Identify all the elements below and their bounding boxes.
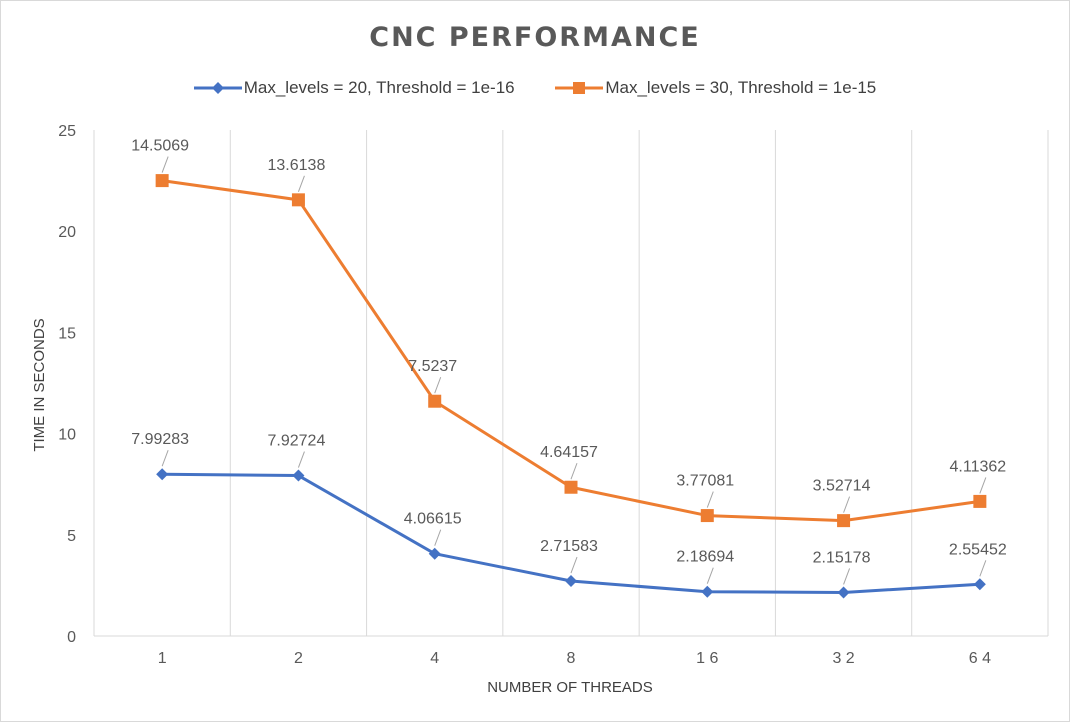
label-leader-line (979, 477, 987, 494)
legend-entry-series-2[interactable]: Max_levels = 30, Threshold = 1e-15 (555, 78, 876, 98)
data-point-series-1[interactable] (837, 586, 850, 599)
legend-label-series-2: Max_levels = 30, Threshold = 1e-15 (605, 78, 877, 97)
legend-label-series-1: Max_levels = 20, Threshold = 1e-16 (243, 78, 515, 97)
x-tick-label: 4 (430, 650, 439, 667)
data-point-series-2[interactable] (564, 480, 578, 494)
legend: Max_levels = 20, Threshold = 1e-16 Max_l… (0, 78, 1070, 100)
data-point-series-2[interactable] (837, 514, 851, 528)
x-tick-label: 1 (158, 650, 167, 667)
y-tick-label: 25 (58, 123, 76, 140)
label-leader-line (434, 377, 442, 394)
label-leader-line (706, 567, 714, 584)
data-label-series-2: 13.6138 (268, 157, 326, 174)
data-point-series-2[interactable] (428, 394, 442, 408)
data-label-series-1: 4.06615 (404, 511, 462, 528)
data-point-series-1[interactable] (973, 578, 986, 591)
y-tick-label: 5 (67, 528, 76, 545)
label-leader-line (843, 568, 851, 585)
data-label-series-1: 7.99283 (131, 431, 189, 448)
label-leader-line (843, 496, 851, 513)
legend-entry-series-1[interactable]: Max_levels = 20, Threshold = 1e-16 (193, 78, 515, 98)
data-label-series-1: 2.18694 (676, 549, 734, 566)
data-point-series-1[interactable] (565, 575, 577, 588)
legend-marker-square-icon (555, 82, 604, 94)
label-leader-line (706, 491, 714, 508)
data-label-series-2: 7.5237 (408, 358, 457, 375)
data-labels: 7.99283 7.92724 4.06615 2.71583 2.18694 2.151… (131, 138, 1007, 585)
data-point-series-1[interactable] (156, 468, 169, 481)
y-tick-label: 0 (67, 629, 76, 646)
y-tick-label: 20 (58, 224, 76, 241)
x-tick-label: 2 (294, 650, 303, 667)
data-label-series-1: 2.55452 (949, 541, 1007, 558)
data-label-series-2: 3.77081 (676, 473, 734, 490)
series-layer (155, 174, 987, 599)
data-label-series-2: 14.5069 (131, 138, 189, 155)
label-leader-line (979, 560, 987, 577)
label-leader-line (297, 175, 305, 193)
y-axis-title: TIME IN SECONDS (31, 318, 48, 451)
label-leader-line (570, 463, 578, 480)
x-axis-ticks: 1 2 4 8 1 6 3 2 6 4 (158, 650, 991, 667)
data-point-series-2[interactable] (973, 494, 987, 508)
data-point-series-2[interactable] (700, 509, 714, 523)
data-label-series-1: 2.15178 (813, 549, 871, 566)
gridlines (93, 130, 1049, 637)
legend-marker-diamond-icon (193, 82, 242, 94)
label-leader-line (161, 156, 169, 173)
label-leader-line (161, 450, 169, 467)
y-axis-ticks: 0 5 10 15 20 25 (58, 123, 76, 646)
x-tick-label: 8 (567, 650, 576, 667)
series-line-2 (161, 179, 981, 523)
chart-title: CNC PERFORMANCE (369, 22, 701, 53)
label-leader-line (570, 556, 578, 574)
data-point-series-1[interactable] (292, 469, 305, 482)
y-tick-label: 10 (58, 427, 76, 444)
x-tick-label: 1 6 (696, 650, 718, 667)
label-leader-line (297, 451, 305, 468)
x-axis-title: NUMBER OF THREADS (487, 679, 653, 696)
data-point-series-2[interactable] (155, 174, 169, 188)
data-label-series-1: 2.71583 (540, 538, 598, 555)
legend-diamond (211, 82, 224, 94)
x-tick-label: 6 4 (969, 650, 991, 667)
data-label-series-2: 4.64157 (540, 444, 598, 461)
data-point-series-2[interactable] (291, 193, 305, 207)
x-tick-label: 3 2 (832, 650, 854, 667)
data-label-series-1: 7.92724 (268, 433, 326, 450)
y-tick-label: 15 (58, 325, 76, 342)
legend-square (573, 82, 586, 94)
data-label-series-2: 4.11362 (950, 458, 1007, 475)
data-label-series-2: 3.52714 (813, 478, 871, 495)
data-point-series-1[interactable] (428, 547, 441, 560)
data-point-series-1[interactable] (701, 585, 714, 598)
label-leader-line (434, 529, 442, 546)
